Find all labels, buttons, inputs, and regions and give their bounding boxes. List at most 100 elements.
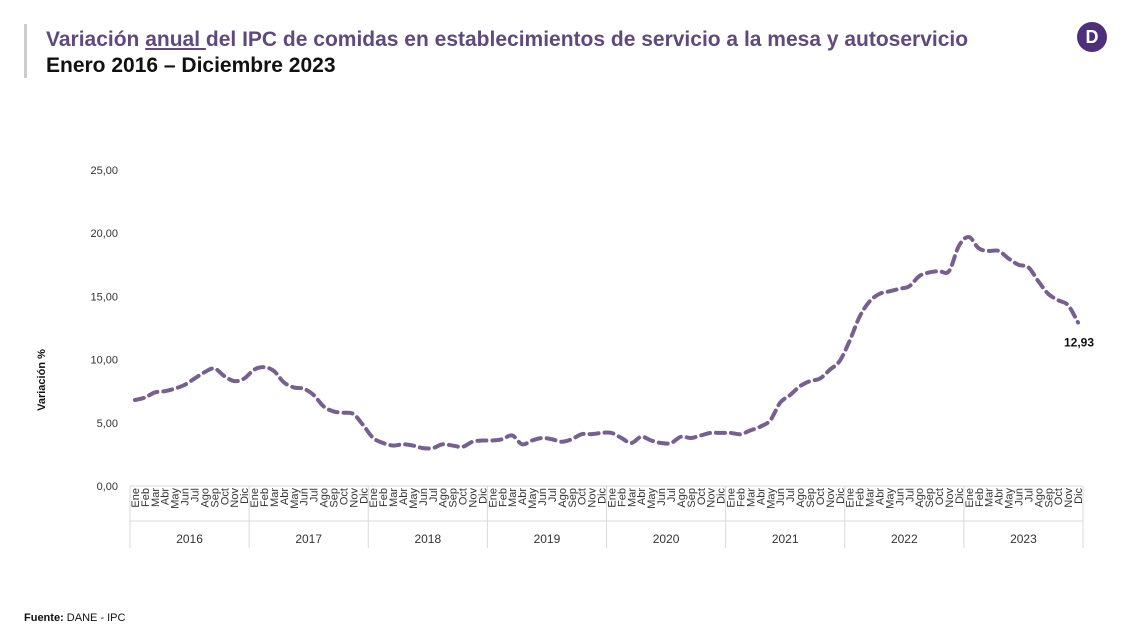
x-tick-month: Jun bbox=[418, 488, 430, 506]
x-tick-month: Oct bbox=[1053, 488, 1065, 505]
x-tick-month: Abr bbox=[874, 488, 886, 505]
x-tick-month: Jun bbox=[299, 488, 311, 506]
x-tick-year: 2022 bbox=[891, 532, 918, 546]
x-tick-month: Dic bbox=[1073, 488, 1085, 504]
x-tick-month: Mar bbox=[269, 488, 281, 507]
x-tick-month: Abr bbox=[755, 488, 767, 505]
x-tick-year: 2019 bbox=[534, 532, 561, 546]
series-line bbox=[132, 234, 1081, 451]
x-tick-month: Jul bbox=[547, 488, 559, 502]
x-tick-month: Oct bbox=[934, 488, 946, 505]
x-tick-month: Oct bbox=[696, 488, 708, 505]
x-tick-year: 2016 bbox=[176, 532, 203, 546]
x-tick-month: Ago bbox=[557, 488, 569, 508]
x-tick-month: Jun bbox=[1013, 488, 1025, 506]
y-tick-label: 10,00 bbox=[90, 355, 118, 367]
x-tick-month: Oct bbox=[458, 488, 470, 505]
x-tick-month: Sep bbox=[448, 488, 460, 508]
brand-logo: D bbox=[1077, 22, 1107, 52]
x-tick-month: Jul bbox=[428, 488, 440, 502]
x-tick-month: Nov bbox=[587, 488, 599, 508]
x-tick-month: Abr bbox=[636, 488, 648, 505]
y-tick-label: 5,00 bbox=[97, 418, 118, 430]
x-tick-month: Jul bbox=[190, 488, 202, 502]
x-tick-month: Sep bbox=[686, 488, 698, 508]
x-tick-month: Ene bbox=[606, 488, 618, 508]
x-tick-month: Dic bbox=[716, 488, 728, 504]
x-tick-month: May bbox=[408, 488, 420, 509]
x-tick-month: Ago bbox=[914, 488, 926, 508]
x-tick-month: Feb bbox=[974, 488, 986, 507]
x-tick-month: Jun bbox=[180, 488, 192, 506]
x-tick-month: Abr bbox=[279, 488, 291, 505]
x-tick-month: Nov bbox=[825, 488, 837, 508]
x-tick-month: Dic bbox=[239, 488, 251, 504]
x-tick-month: Feb bbox=[140, 488, 152, 507]
x-tick-month: Dic bbox=[954, 488, 966, 504]
x-tick-month: Dic bbox=[597, 488, 609, 504]
y-tick-label: 25,00 bbox=[90, 165, 118, 177]
x-tick-year: 2018 bbox=[414, 532, 441, 546]
x-tick-month: Ago bbox=[795, 488, 807, 508]
x-tick-month: Feb bbox=[736, 488, 748, 507]
x-tick-month: Jun bbox=[656, 488, 668, 506]
x-tick-month: Mar bbox=[865, 488, 877, 507]
x-tick-month: Ene bbox=[487, 488, 499, 508]
x-tick-month: May bbox=[527, 488, 539, 509]
y-axis-label: Variación % bbox=[36, 349, 48, 411]
x-tick-month: Nov bbox=[944, 488, 956, 508]
source-note: Fuente: DANE - IPC bbox=[24, 612, 126, 624]
x-tick-month: Ago bbox=[199, 488, 211, 508]
x-tick-month: Mar bbox=[388, 488, 400, 507]
x-tick-year: 2020 bbox=[653, 532, 680, 546]
x-tick-month: Sep bbox=[329, 488, 341, 508]
x-tick-month: Sep bbox=[1043, 488, 1055, 508]
x-tick-month: Sep bbox=[924, 488, 936, 508]
x-tick-month: Abr bbox=[160, 488, 172, 505]
x-tick-month: Oct bbox=[577, 488, 589, 505]
x-tick-month: Oct bbox=[219, 488, 231, 505]
x-tick-month: Feb bbox=[378, 488, 390, 507]
x-tick-month: Feb bbox=[855, 488, 867, 507]
x-tick-year: 2021 bbox=[772, 532, 799, 546]
x-tick-month: Jun bbox=[775, 488, 787, 506]
chart-subtitle: Enero 2016 – Diciembre 2023 bbox=[46, 54, 336, 77]
x-tick-month: Jul bbox=[785, 488, 797, 502]
x-tick-month: Mar bbox=[984, 488, 996, 507]
x-tick-month: Ene bbox=[130, 488, 142, 508]
x-tick-month: Jul bbox=[666, 488, 678, 502]
x-tick-month: Mar bbox=[507, 488, 519, 507]
end-data-label: 12,93 bbox=[1064, 336, 1094, 350]
y-tick-label: 20,00 bbox=[90, 228, 118, 240]
x-tick-month: Nov bbox=[229, 488, 241, 508]
x-tick-month: Jul bbox=[309, 488, 321, 502]
x-tick-month: Ene bbox=[964, 488, 976, 508]
title-accent-bar bbox=[24, 24, 27, 78]
x-tick-month: Ene bbox=[726, 488, 738, 508]
x-tick-year: 2017 bbox=[295, 532, 322, 546]
x-tick-month: Sep bbox=[209, 488, 221, 508]
x-tick-month: Ago bbox=[438, 488, 450, 508]
x-tick-month: Dic bbox=[835, 488, 847, 504]
x-tick-month: Oct bbox=[338, 488, 350, 505]
x-tick-month: May bbox=[1004, 488, 1016, 509]
x-tick-month: Nov bbox=[348, 488, 360, 508]
x-tick-month: Abr bbox=[517, 488, 529, 505]
x-tick-month: Feb bbox=[616, 488, 628, 507]
y-tick-label: 0,00 bbox=[97, 481, 118, 493]
x-tick-month: Abr bbox=[398, 488, 410, 505]
x-tick-month: May bbox=[765, 488, 777, 509]
x-tick-year: 2023 bbox=[1010, 532, 1037, 546]
x-tick-month: Mar bbox=[150, 488, 162, 507]
x-tick-month: Sep bbox=[567, 488, 579, 508]
x-tick-month: Mar bbox=[626, 488, 638, 507]
x-tick-month: Feb bbox=[259, 488, 271, 507]
x-tick-month: Jun bbox=[537, 488, 549, 506]
x-tick-month: Ene bbox=[845, 488, 857, 508]
x-tick-month: Sep bbox=[805, 488, 817, 508]
x-tick-month: Nov bbox=[467, 488, 479, 508]
y-tick-label: 15,00 bbox=[90, 291, 118, 303]
chart-title: Variación anual del IPC de comidas en es… bbox=[46, 28, 969, 51]
x-tick-month: Ene bbox=[368, 488, 380, 508]
